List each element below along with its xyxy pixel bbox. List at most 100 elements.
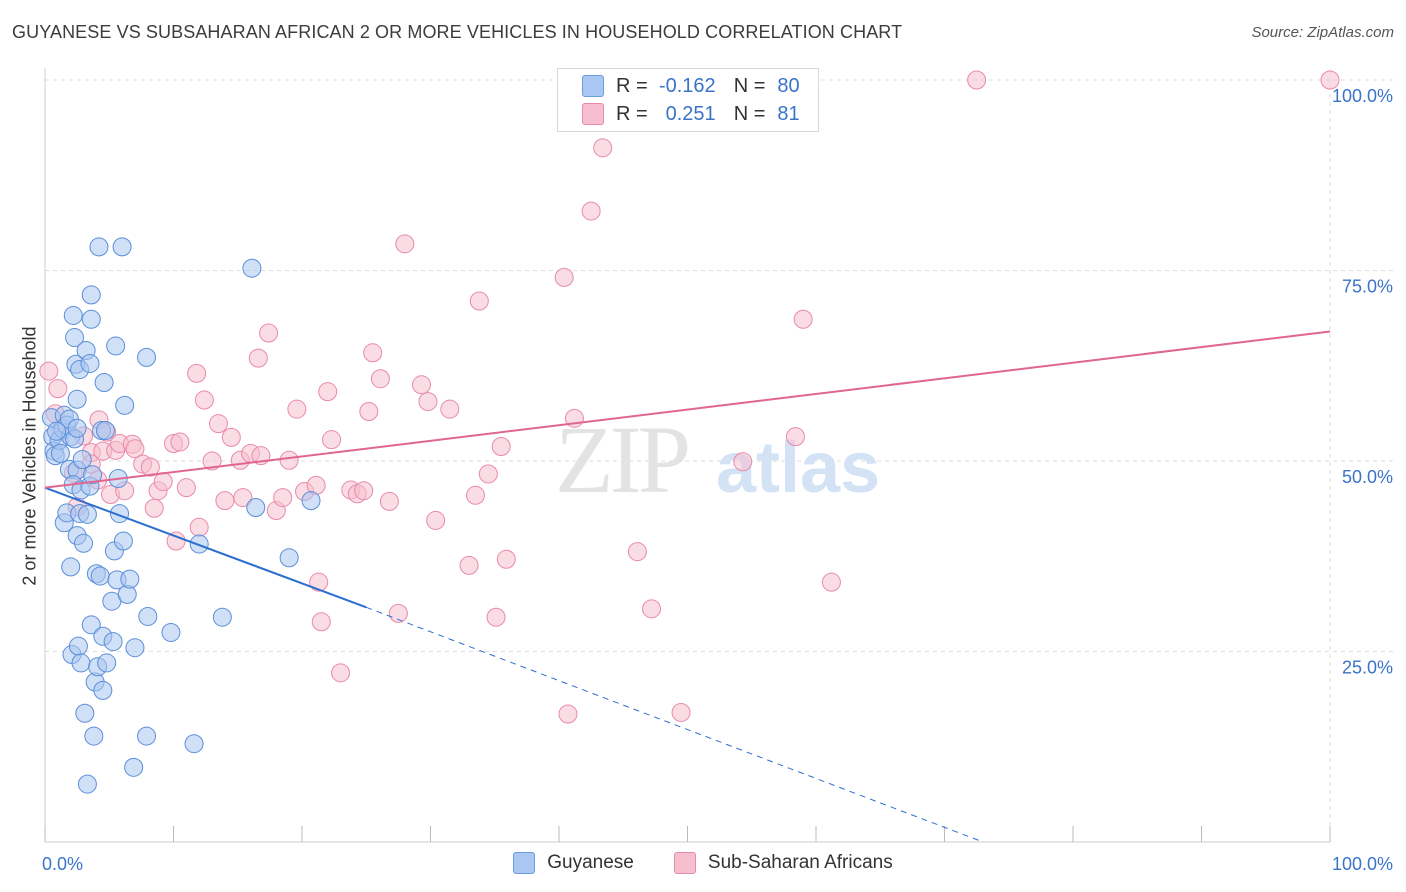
data-point-guyanese bbox=[212, 607, 232, 627]
data-point-guyanese bbox=[125, 638, 145, 658]
x-tick-label: 100.0% bbox=[1332, 854, 1393, 874]
y-tick-label: 100.0% bbox=[1332, 86, 1393, 106]
data-point-sub-saharan bbox=[967, 70, 987, 90]
legend-label-sub-saharan: Sub-Saharan Africans bbox=[707, 852, 893, 873]
legend-swatch-sub-saharan bbox=[582, 103, 604, 125]
data-point-guyanese bbox=[113, 531, 133, 551]
data-point-guyanese bbox=[106, 336, 126, 356]
data-point-sub-saharan bbox=[279, 450, 299, 470]
data-point-sub-saharan bbox=[491, 437, 511, 457]
data-point-guyanese bbox=[94, 373, 114, 393]
data-point-sub-saharan bbox=[785, 427, 805, 447]
legend-row-guyanese: R = -0.162 N = 80 bbox=[582, 74, 800, 98]
data-point-sub-saharan bbox=[558, 704, 578, 724]
data-point-sub-saharan bbox=[465, 485, 485, 505]
ticks: 25.0% 50.0% 75.0% 100.0% 0.0% 100.0% bbox=[42, 86, 1393, 874]
data-point-guyanese bbox=[137, 726, 157, 746]
data-point-guyanese bbox=[242, 258, 262, 278]
y-tick-label: 50.0% bbox=[1342, 467, 1393, 487]
trend-line-guyanese-extrapolated bbox=[366, 606, 984, 843]
y-tick-label: 25.0% bbox=[1342, 658, 1393, 678]
x-tick-label: 0.0% bbox=[42, 854, 83, 874]
data-point-sub-saharan bbox=[478, 464, 498, 484]
chart-title: GUYANESE VS SUBSAHARAN AFRICAN 2 OR MORE… bbox=[12, 22, 903, 42]
data-point-sub-saharan bbox=[496, 549, 516, 569]
data-point-guyanese bbox=[68, 636, 88, 656]
data-point-sub-saharan bbox=[153, 472, 173, 492]
data-point-sub-saharan bbox=[581, 201, 601, 221]
data-point-sub-saharan bbox=[144, 498, 164, 518]
legend-row-sub-saharan: R = 0.251 N = 81 bbox=[582, 102, 800, 126]
data-point-guyanese bbox=[74, 533, 94, 553]
data-point-sub-saharan bbox=[311, 612, 331, 632]
data-point-guyanese bbox=[81, 309, 101, 329]
y-tick-label: 75.0% bbox=[1342, 277, 1393, 297]
axes bbox=[44, 68, 1331, 843]
series-sub-saharan-africans bbox=[39, 70, 1340, 724]
data-point-guyanese bbox=[184, 734, 204, 754]
legend-item-sub-saharan[interactable]: Sub-Saharan Africans bbox=[673, 852, 893, 874]
data-point-guyanese bbox=[137, 347, 157, 367]
data-point-guyanese bbox=[75, 703, 95, 723]
legend-label-guyanese: Guyanese bbox=[547, 852, 634, 873]
data-point-sub-saharan bbox=[379, 491, 399, 511]
data-point-sub-saharan bbox=[259, 323, 279, 343]
legend-n-value: 80 bbox=[777, 74, 800, 97]
data-point-sub-saharan bbox=[395, 234, 415, 254]
data-point-guyanese bbox=[81, 615, 101, 635]
data-point-guyanese bbox=[161, 622, 181, 642]
legend-r-label: R = bbox=[616, 102, 648, 125]
data-point-sub-saharan bbox=[221, 427, 241, 447]
data-point-sub-saharan bbox=[331, 663, 351, 683]
data-point-guyanese bbox=[279, 548, 299, 568]
data-point-sub-saharan bbox=[459, 555, 479, 575]
data-point-sub-saharan bbox=[248, 348, 268, 368]
data-point-guyanese bbox=[246, 497, 266, 517]
data-point-sub-saharan bbox=[793, 309, 813, 329]
data-point-sub-saharan bbox=[733, 452, 753, 472]
data-point-sub-saharan bbox=[486, 607, 506, 627]
data-point-guyanese bbox=[77, 504, 97, 524]
data-point-sub-saharan bbox=[412, 375, 432, 395]
data-point-guyanese bbox=[138, 606, 158, 626]
trend-line-sub-saharan bbox=[44, 330, 1331, 489]
data-point-sub-saharan bbox=[194, 390, 214, 410]
data-point-sub-saharan bbox=[140, 457, 160, 477]
data-point-sub-saharan bbox=[176, 478, 196, 498]
data-point-sub-saharan bbox=[440, 399, 460, 419]
data-point-sub-saharan bbox=[426, 510, 446, 530]
data-point-sub-saharan bbox=[418, 392, 438, 412]
data-point-guyanese bbox=[77, 774, 97, 794]
data-point-guyanese bbox=[47, 421, 67, 441]
source-label: Source: ZipAtlas.com bbox=[1251, 24, 1394, 41]
data-point-sub-saharan bbox=[273, 488, 293, 508]
data-point-sub-saharan bbox=[642, 599, 662, 619]
data-point-guyanese bbox=[67, 418, 87, 438]
data-point-sub-saharan bbox=[208, 414, 228, 434]
trend-line-guyanese bbox=[44, 486, 367, 609]
legend-n-label: N = bbox=[733, 102, 766, 125]
data-point-guyanese bbox=[93, 680, 113, 700]
data-point-sub-saharan bbox=[202, 451, 222, 471]
legend-swatch-guyanese bbox=[513, 852, 536, 874]
legend-stats: R = -0.162 N = 80 R = 0.251 N = 81 bbox=[557, 68, 819, 132]
data-point-guyanese bbox=[89, 237, 109, 257]
data-point-sub-saharan bbox=[48, 379, 68, 399]
data-point-sub-saharan bbox=[363, 343, 383, 363]
legend-n-value: 81 bbox=[777, 102, 800, 125]
data-point-guyanese bbox=[124, 757, 144, 777]
data-point-guyanese bbox=[71, 653, 91, 673]
data-point-sub-saharan bbox=[671, 702, 691, 722]
data-point-guyanese bbox=[95, 421, 115, 441]
legend-n-label: N = bbox=[733, 74, 766, 97]
trend-lines bbox=[44, 330, 1331, 843]
data-point-guyanese bbox=[120, 569, 140, 589]
data-point-sub-saharan bbox=[354, 481, 374, 501]
data-point-guyanese bbox=[301, 491, 321, 511]
legend-series: Guyanese Sub-Saharan Africans bbox=[0, 852, 1406, 874]
legend-item-guyanese[interactable]: Guyanese bbox=[513, 852, 634, 874]
data-point-guyanese bbox=[83, 465, 103, 485]
data-point-sub-saharan bbox=[189, 517, 209, 537]
data-point-guyanese bbox=[80, 353, 100, 373]
